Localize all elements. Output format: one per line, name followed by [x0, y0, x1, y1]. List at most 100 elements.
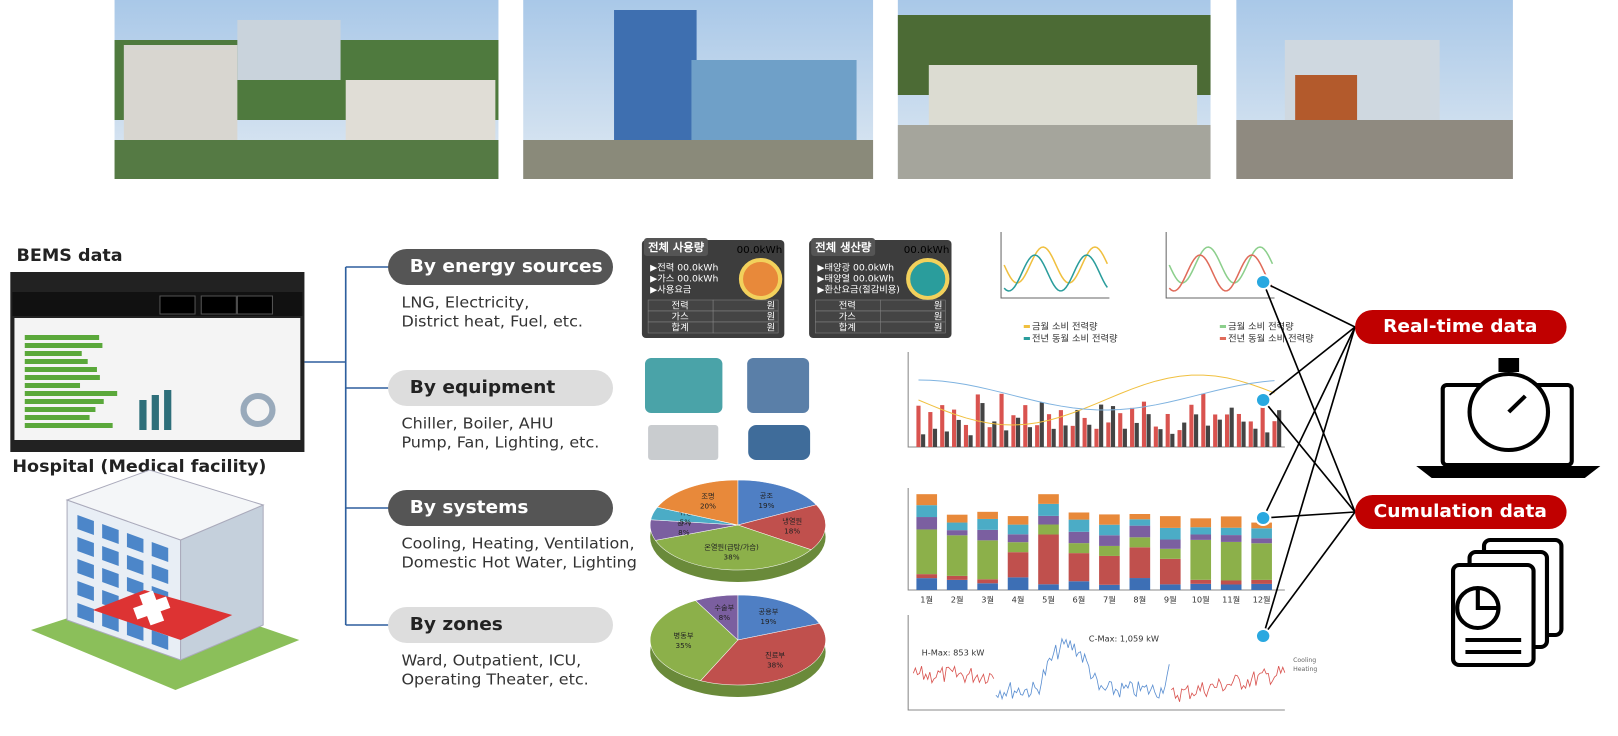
watch-crown	[1498, 358, 1520, 372]
combo-bar	[932, 428, 938, 447]
panel-row: ▶환산요금(절감비용)	[817, 284, 900, 296]
pie-value: 38%	[767, 660, 783, 669]
combo-bar	[1236, 413, 1241, 447]
stack-seg	[1068, 519, 1090, 532]
pie-label: 병동부	[674, 631, 694, 640]
laptop-base	[1416, 466, 1601, 478]
panel-cell	[712, 321, 779, 334]
stack-seg	[1129, 578, 1151, 590]
photo-road	[897, 125, 1211, 179]
panel-cell-text: 가스	[672, 312, 689, 323]
bracket	[304, 266, 391, 626]
group-pill	[388, 490, 614, 526]
output-label: Cumulation data	[1374, 501, 1547, 522]
link	[1262, 326, 1356, 519]
stack-seg	[1190, 534, 1212, 540]
stack-seg	[1129, 537, 1151, 548]
stack-seg	[1038, 494, 1059, 504]
stack-seg	[1038, 524, 1059, 535]
combo-line	[918, 379, 1275, 411]
daily-line	[1003, 246, 1109, 284]
pie-value: 8%	[719, 613, 731, 622]
building-roof	[65, 469, 265, 541]
combo-bar	[1134, 422, 1139, 447]
cooling-line	[995, 637, 1170, 701]
combo-bar	[956, 419, 961, 447]
stack-seg	[916, 494, 938, 506]
month-label: 9월	[1164, 595, 1177, 605]
combo-bar	[1099, 404, 1104, 447]
axis	[907, 488, 1285, 591]
dashboard-bar-mark	[24, 415, 90, 420]
link	[1263, 511, 1356, 519]
stack-seg	[946, 535, 968, 576]
stack-seg	[916, 529, 938, 575]
peak-label: C-Max: 1,059 kW	[1089, 634, 1159, 644]
stack-seg	[1068, 553, 1090, 582]
panel-row: ▶가스 00.0kWh	[650, 274, 718, 285]
pie-value: 8%	[678, 528, 690, 537]
combo-bar	[1165, 413, 1170, 447]
node-dot	[1254, 392, 1272, 408]
window	[77, 603, 94, 623]
combo-bar	[1189, 404, 1194, 447]
panel-row: ▶태양광 00.0kWh	[817, 262, 894, 274]
panel-cell-text: 전력	[672, 300, 689, 312]
link	[1262, 326, 1356, 401]
combo-bar	[1058, 410, 1063, 447]
panels: 전체 사용량 00.0kWh ▶전력 00.0kWh▶가스 00.0kWh▶사용요금…	[641, 238, 952, 338]
pie-slice	[737, 504, 826, 551]
stack-seg	[1007, 534, 1029, 543]
month-label: 1월	[920, 595, 933, 605]
group-desc: Chiller, Boiler, AHU	[401, 414, 553, 433]
combo-bar	[1075, 409, 1080, 447]
combo-bar	[1248, 421, 1253, 447]
stack-seg	[1129, 519, 1151, 526]
stack-seg	[1220, 584, 1242, 590]
stack-seg	[1159, 527, 1181, 540]
combo-bar	[1213, 414, 1218, 447]
combo-bar	[1011, 415, 1016, 447]
link	[1262, 326, 1356, 637]
legend-swatch	[1219, 337, 1227, 340]
stack-seg	[916, 517, 938, 530]
links	[1262, 281, 1356, 637]
watch-hand	[1507, 394, 1527, 414]
month-label: 6월	[1073, 595, 1086, 605]
combo-bar	[1158, 429, 1163, 447]
panel-cell-text: 원	[934, 312, 943, 323]
documents-icon	[1450, 538, 1564, 667]
stack-seg	[1099, 514, 1120, 525]
group-desc: District heat, Fuel, etc.	[401, 312, 582, 331]
stack-seg	[1251, 583, 1272, 590]
combo-bar	[1224, 414, 1230, 447]
axis	[1165, 232, 1275, 299]
stack-seg	[1159, 558, 1181, 585]
combo-bar	[980, 403, 985, 447]
stack-seg	[916, 505, 938, 518]
combo-bar	[1070, 425, 1075, 447]
month-label: 12월	[1253, 595, 1271, 605]
heating-line	[912, 665, 995, 685]
group-desc: Domestic Hot Water, Lighting	[401, 553, 637, 572]
group-desc: LNG, Electricity,	[401, 293, 529, 312]
stack-seg	[1251, 579, 1272, 584]
stack-seg	[1099, 545, 1120, 556]
stack-seg	[1068, 512, 1090, 520]
dashboard-donut	[240, 393, 276, 427]
link	[1262, 281, 1356, 328]
peak-legend: Heating	[1293, 666, 1317, 673]
heating-line	[1171, 666, 1286, 702]
panel-cell-text: 원	[767, 312, 776, 323]
pie-value: 20%	[700, 502, 716, 511]
combo-bar	[1046, 414, 1052, 447]
panel-row: ▶전력 00.0kWh	[650, 262, 718, 274]
combo-bar	[1087, 424, 1092, 447]
cross	[133, 596, 171, 620]
combo-bar	[1110, 406, 1116, 447]
group-title: By zones	[410, 614, 503, 635]
group-pill	[388, 249, 614, 285]
outputs: Real-time data Cumulation data	[1254, 274, 1567, 644]
stack-seg	[1220, 535, 1242, 542]
month-label: 4월	[1012, 595, 1025, 605]
